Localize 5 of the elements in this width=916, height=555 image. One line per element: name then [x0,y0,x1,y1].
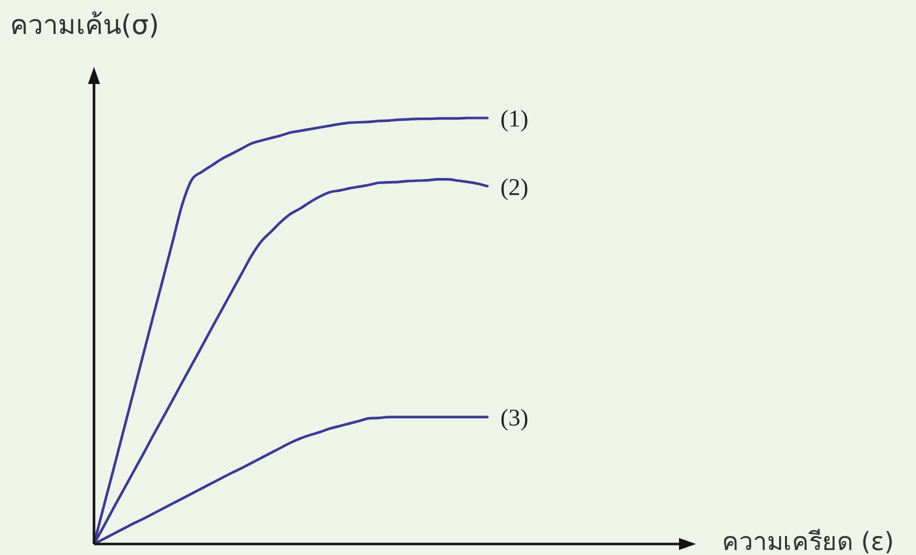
x-axis-title: ความเครียด (ε) [722,526,894,555]
series-label: (2) [500,174,528,201]
series-label: (3) [500,406,528,432]
y-axis-title: ความเค้น(σ) [10,9,160,43]
series-label: (1) [500,106,528,133]
